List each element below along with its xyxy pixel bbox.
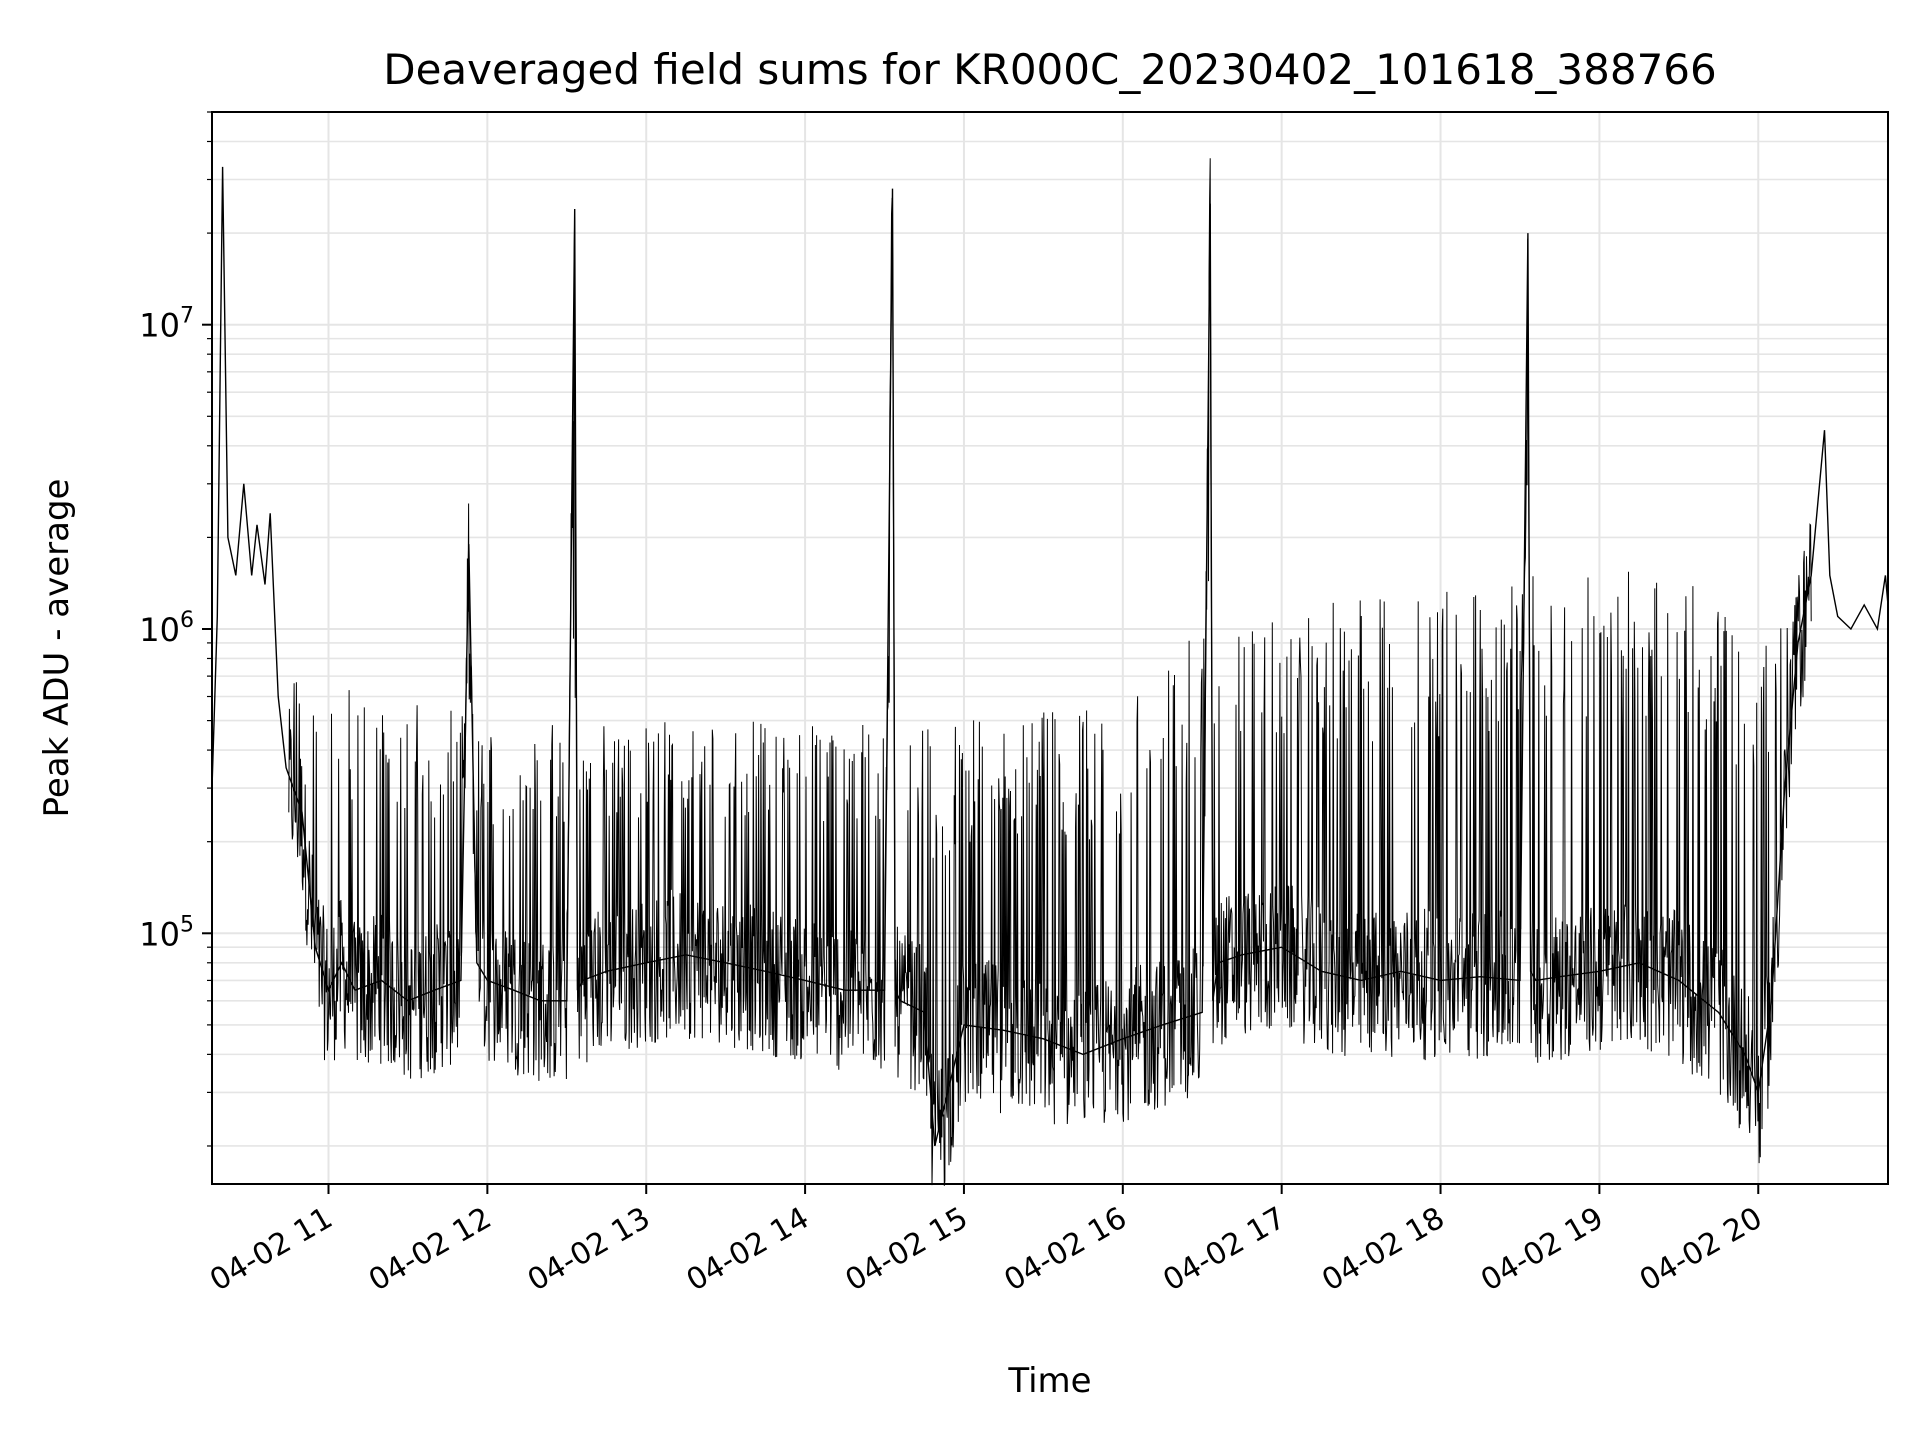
series-texture [288, 158, 1812, 1186]
data-layer [211, 158, 1889, 1186]
y-axis-label: Peak ADU - average [37, 479, 77, 818]
x-axis-label: Time [1007, 1361, 1091, 1401]
plot-area-frame [211, 111, 1889, 1185]
y-tick-label: 106 [139, 608, 194, 649]
chart-title: Deaveraged field sums for KR000C_2023040… [383, 45, 1717, 94]
y-tick-label: 105 [139, 912, 194, 953]
y-tick-label: 107 [139, 304, 194, 345]
